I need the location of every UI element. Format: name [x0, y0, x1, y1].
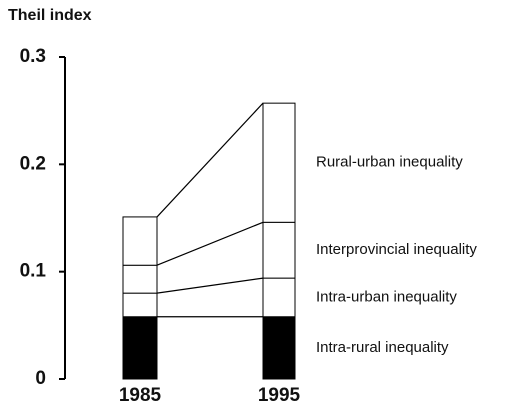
bar-segment — [262, 277, 296, 318]
x-tick-label: 1995 — [258, 385, 301, 406]
chart-title: Theil index — [8, 7, 92, 24]
y-tick-label: 0.1 — [20, 261, 47, 282]
bar-segment — [122, 264, 158, 294]
bar-segment — [262, 221, 296, 279]
connector — [156, 102, 264, 218]
connector — [156, 277, 264, 294]
y-tick-label: 0 — [35, 368, 46, 389]
series-label: Interprovincial inequality — [316, 241, 477, 258]
x-tick-label: 1985 — [119, 385, 162, 406]
bar-segment — [122, 216, 158, 266]
bar-segment — [122, 292, 158, 318]
bar-segment — [262, 316, 296, 380]
connector — [156, 221, 264, 266]
y-tick-label: 0.3 — [20, 46, 46, 67]
series-label: Intra-rural inequality — [316, 339, 449, 356]
series-label: Rural-urban inequality — [316, 154, 463, 171]
y-tick-label: 0.2 — [20, 153, 46, 174]
bar-segment — [262, 102, 296, 223]
series-label: Intra-urban inequality — [316, 288, 457, 305]
bar-segment — [122, 316, 158, 380]
